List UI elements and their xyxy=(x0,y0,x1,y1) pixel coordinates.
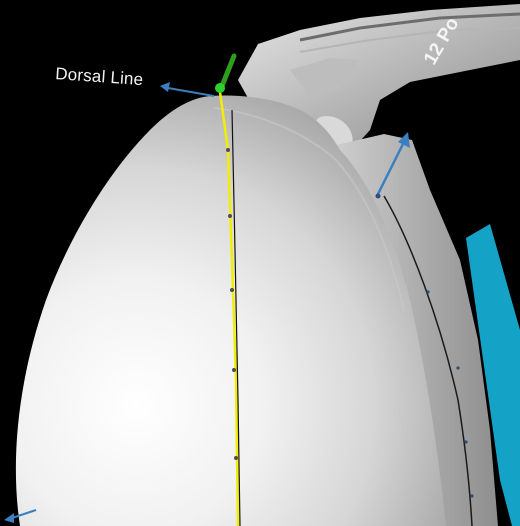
dorsal-line[interactable] xyxy=(218,91,241,526)
egg-mesh xyxy=(15,95,446,526)
handle-arrow-icon[interactable] xyxy=(4,509,37,523)
direction-arrow-icon[interactable] xyxy=(466,224,520,526)
stalk-mesh xyxy=(238,4,520,150)
handle-arrow-icon[interactable] xyxy=(375,132,411,199)
handle-arrow-icon[interactable] xyxy=(160,82,215,97)
start-point-icon[interactable] xyxy=(215,53,237,93)
